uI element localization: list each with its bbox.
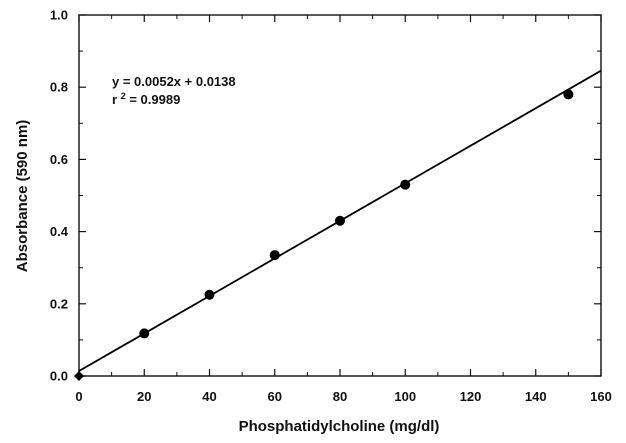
x-tick-label: 0 <box>75 389 82 404</box>
x-tick-label: 40 <box>202 389 216 404</box>
plot-area: 0 20 40 60 80 100 120 140 160 0.0 0.2 0.4 0.6 0.8 1.0 <box>50 8 612 405</box>
y-tick-label: 0.0 <box>50 369 68 384</box>
data-point <box>204 289 215 300</box>
data-point <box>400 179 411 190</box>
data-point <box>74 371 84 381</box>
data-point <box>563 89 574 100</box>
data-point <box>139 328 150 339</box>
data-point <box>269 250 280 261</box>
y-tick-label: 0.8 <box>50 80 68 95</box>
x-tick-label: 20 <box>137 389 151 404</box>
x-axis-title: Phosphatidylcholine (mg/dl) <box>239 418 440 435</box>
y-tick-label: 0.2 <box>50 296 68 311</box>
r-squared-label: r 2 = 0.9989 <box>112 87 180 107</box>
r-squared-symbol: r <box>112 92 117 107</box>
plot-frame <box>78 14 602 377</box>
fit-equation-label: y = 0.0052x + 0.0138 <box>112 74 236 89</box>
x-tick-label: 100 <box>394 389 416 404</box>
y-tick-label: 0.6 <box>50 152 68 167</box>
x-tick-label: 80 <box>333 389 347 404</box>
x-tick-label: 140 <box>525 389 547 404</box>
x-tick-label: 160 <box>590 389 612 404</box>
r-squared-value: = 0.9989 <box>129 92 180 107</box>
data-point <box>335 215 345 226</box>
r-squared-exponent: 2 <box>121 91 126 101</box>
y-axis-title: Absorbance (590 nm) <box>14 120 31 273</box>
y-tick-label: 1.0 <box>50 8 68 23</box>
y-tick-label: 0.4 <box>50 224 69 239</box>
x-tick-label: 120 <box>460 389 482 404</box>
x-tick-label: 60 <box>268 389 282 404</box>
